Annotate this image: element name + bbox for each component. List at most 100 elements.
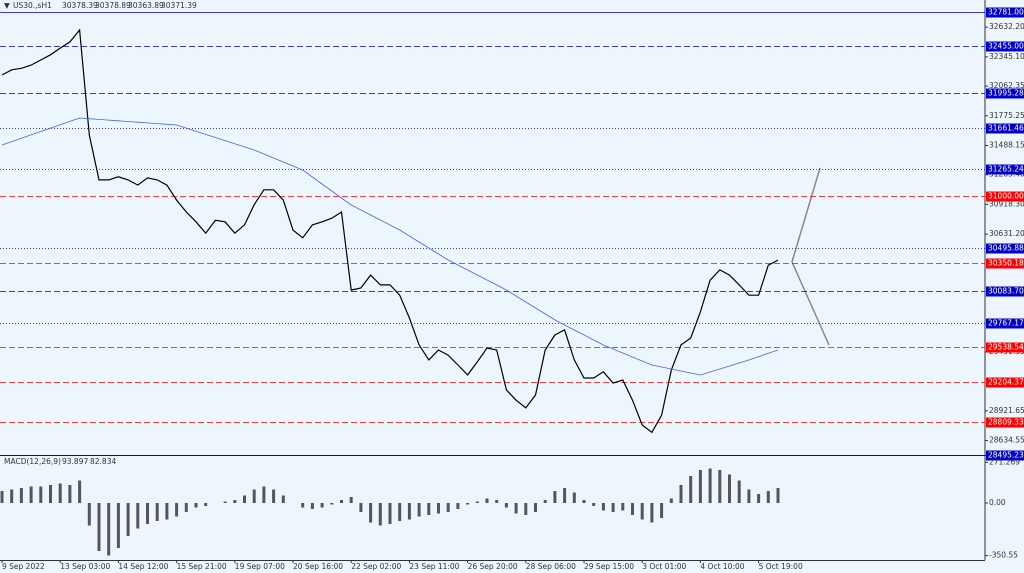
- macd-bar: [107, 503, 111, 556]
- macd-bar: [165, 503, 169, 520]
- level-label-bg: [986, 258, 1024, 269]
- level-label: 30495.88: [986, 243, 1024, 254]
- macd-bar: [698, 470, 702, 503]
- open: 30378.39: [62, 1, 98, 10]
- time-label: 22 Sep 02:00: [351, 562, 401, 571]
- time-label: 5 Oct 19:00: [759, 562, 803, 571]
- macd-title: MACD(12,26,9): [4, 457, 61, 466]
- macd-bar: [378, 503, 382, 526]
- level-label-text: 28495.23: [988, 451, 1024, 460]
- y-tick-label: 31488.15: [989, 140, 1024, 149]
- header: ▼ US30.,sH1 30378.39 30378.89 30363.89 3…: [4, 1, 197, 10]
- macd-bar: [281, 495, 285, 503]
- macd-bar: [175, 503, 179, 517]
- macd-bar: [631, 503, 634, 515]
- level-label: 29538.54: [986, 342, 1024, 353]
- time-label: 26 Sep 20:00: [468, 562, 518, 571]
- macd-bar: [233, 500, 237, 503]
- level-label: 30350.18: [986, 258, 1024, 269]
- level-label-text: 29204.37: [988, 378, 1024, 387]
- time-label: 23 Sep 11:00: [409, 562, 459, 571]
- level-label-bg: [986, 377, 1024, 388]
- macd-bar: [136, 503, 140, 529]
- time-label: 28 Sep 06:00: [526, 562, 576, 571]
- macd-bar: [563, 488, 567, 503]
- time-label: 14 Sep 12:00: [118, 562, 168, 571]
- macd-bar: [446, 503, 450, 512]
- level-label: 32781.00: [986, 7, 1024, 18]
- close: 30371.39: [161, 1, 197, 10]
- macd-bar: [524, 503, 528, 515]
- macd-bar: [582, 500, 586, 503]
- macd-bar: [49, 485, 52, 503]
- macd-bar: [718, 470, 722, 503]
- y-tick-label: 30918.30: [989, 199, 1024, 208]
- macd-bar: [553, 491, 557, 503]
- level-label-text: 32455.00: [988, 42, 1024, 51]
- level-label-text: 31995.28: [988, 89, 1024, 98]
- macd-bar: [116, 503, 120, 548]
- level-label-bg: [986, 417, 1024, 428]
- macd-bar: [640, 503, 644, 520]
- macd-bar: [58, 483, 62, 503]
- macd-bar: [19, 488, 23, 503]
- macd-bar: [747, 489, 751, 503]
- macd-bar: [475, 501, 479, 503]
- macd-bar: [466, 503, 470, 505]
- macd-bar: [388, 503, 392, 524]
- macd-bar: [601, 503, 605, 511]
- macd-bar: [737, 480, 741, 503]
- macd-bar: [592, 503, 596, 506]
- macd-bar: [330, 503, 334, 505]
- macd-bar: [514, 503, 518, 514]
- macd-bar: [272, 489, 276, 503]
- level-label-text: 31265.24: [988, 165, 1024, 174]
- macd-bar: [417, 503, 421, 517]
- macd-bar: [310, 503, 314, 509]
- macd-bar: [340, 500, 343, 503]
- macd-bar: [369, 503, 373, 523]
- level-label: 32455.00: [986, 41, 1024, 52]
- macd-bar: [689, 476, 693, 503]
- macd-bar: [485, 498, 489, 503]
- time-label: 3 Oct 01:00: [642, 562, 686, 571]
- level-label: 28809.33: [986, 417, 1024, 428]
- level-label-text: 29538.54: [988, 343, 1024, 352]
- macd-bar: [97, 503, 101, 551]
- level-label-text: 29767.17: [988, 319, 1024, 328]
- level-label-text: 30083.70: [988, 287, 1024, 296]
- arrow-up: [791, 167, 821, 263]
- high: 30378.89: [95, 1, 131, 10]
- macd-bar: [611, 503, 615, 512]
- level-label: 31265.24: [986, 164, 1024, 175]
- macd-bar: [456, 503, 460, 509]
- macd-value: 93.897: [62, 457, 88, 466]
- macd-bar: [495, 500, 499, 503]
- level-label-text: 31661.46: [988, 124, 1024, 133]
- macd-bar: [427, 503, 431, 515]
- macd-bar: [349, 497, 353, 503]
- level-label: 30083.70: [986, 286, 1024, 297]
- time-label: 19 Sep 07:00: [235, 562, 285, 571]
- macd-bar: [262, 486, 266, 503]
- level-label-text: 32781.00: [988, 8, 1024, 17]
- level-label: 29767.17: [986, 318, 1024, 329]
- macd-bar: [0, 491, 4, 503]
- level-label-text: 30495.88: [988, 244, 1024, 253]
- arrow-down: [791, 261, 830, 346]
- level-label-bg: [986, 342, 1024, 353]
- series-line: [1, 28, 779, 434]
- macd-bar: [504, 503, 508, 508]
- y-tick-label: 271.269: [989, 457, 1020, 466]
- macd-bar: [184, 503, 188, 512]
- level-label: 31661.46: [986, 123, 1024, 134]
- macd-bar: [359, 503, 363, 512]
- macd-bar: [621, 503, 625, 511]
- y-tick-label: 32062.35: [989, 81, 1024, 90]
- y-tick-label: 32632.20: [989, 22, 1024, 31]
- level-label-bg: [986, 318, 1024, 329]
- level-label: 29204.37: [986, 377, 1024, 388]
- level-label-bg: [986, 7, 1024, 18]
- macd-bar: [223, 501, 227, 503]
